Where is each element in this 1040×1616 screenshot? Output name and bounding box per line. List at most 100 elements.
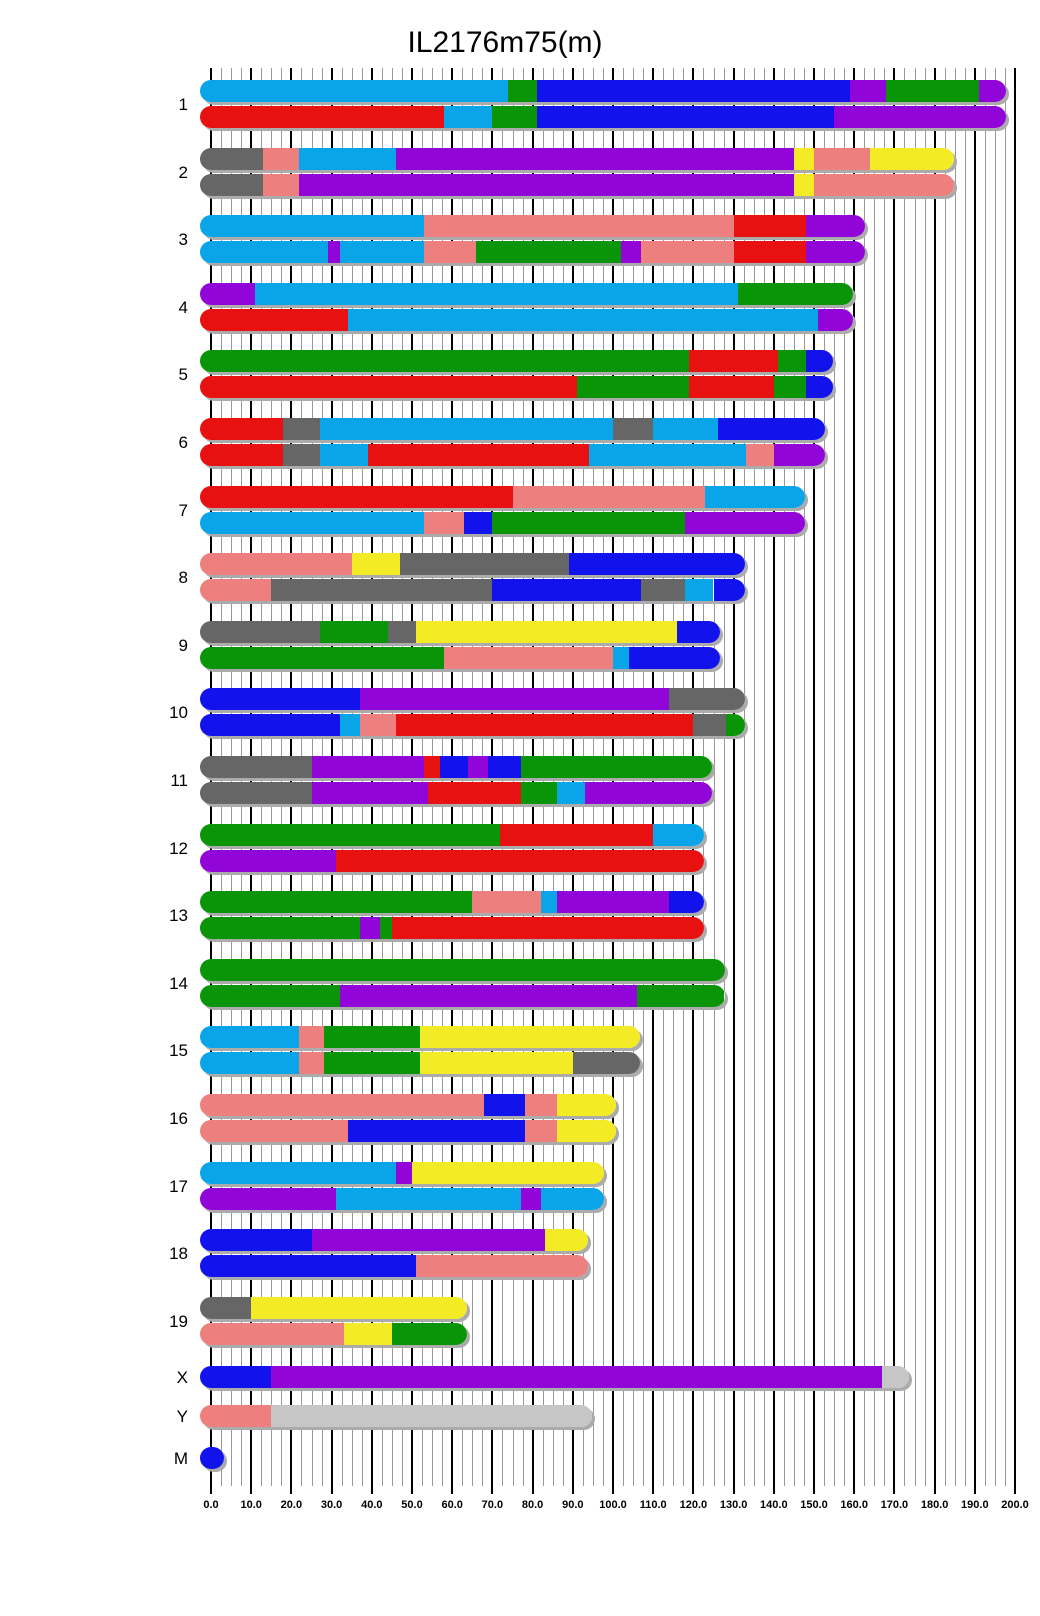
haplotype-segment-pink xyxy=(512,485,706,508)
chromosome-16-bar-2 xyxy=(200,1120,616,1142)
haplotype-segment-cyan xyxy=(200,215,425,238)
haplotype-segment-red xyxy=(391,917,705,940)
minor-gridline xyxy=(904,68,906,1486)
haplotype-segment-red xyxy=(689,350,778,373)
haplotype-segment-pink xyxy=(359,714,396,737)
haplotype-segment-pink xyxy=(200,1094,485,1116)
haplotype-segment-blue xyxy=(536,106,835,128)
haplotype-segment-purple xyxy=(311,1229,545,1252)
minor-gridline xyxy=(763,68,765,1486)
haplotype-segment-silver xyxy=(271,1405,592,1427)
axis-tick-label: 110.0 xyxy=(639,1499,667,1511)
haplotype-segment-green xyxy=(773,376,806,399)
chromosome-15-bar-2 xyxy=(200,1052,641,1075)
minor-gridline xyxy=(783,68,785,1486)
haplotype-segment-pink xyxy=(524,1120,557,1142)
haplotype-segment-gray xyxy=(200,756,312,778)
chromosome-16-bar-1 xyxy=(200,1094,616,1116)
haplotype-segment-green xyxy=(200,891,473,914)
chromosome-15-bar-1 xyxy=(200,1026,641,1049)
major-gridline xyxy=(612,68,614,1494)
chromosome-9-bar-1 xyxy=(200,620,721,643)
axis-tick-label: 30.0 xyxy=(320,1499,343,1511)
haplotype-segment-gray xyxy=(200,147,264,170)
chromosome-6-bar-1 xyxy=(200,418,825,440)
major-gridline xyxy=(772,68,775,1494)
minor-gridline xyxy=(994,68,996,1486)
haplotype-segment-green xyxy=(379,917,392,940)
chromosome-14-bar-1 xyxy=(200,958,725,981)
chromosome-label-6: 6 xyxy=(178,433,188,452)
haplotype-segment-cyan xyxy=(685,579,714,602)
minor-gridline xyxy=(803,68,805,1486)
haplotype-segment-gray xyxy=(399,553,569,576)
minor-gridline xyxy=(844,68,846,1486)
haplotype-segment-cyan xyxy=(556,782,585,804)
haplotype-segment-purple xyxy=(556,891,670,914)
haplotype-segment-red xyxy=(200,376,577,399)
major-gridline xyxy=(250,68,253,1494)
major-gridline xyxy=(571,68,574,1494)
haplotype-segment-gray xyxy=(613,418,654,440)
chromosome-8-bar-1 xyxy=(200,553,745,576)
haplotype-segment-cyan xyxy=(335,1187,521,1210)
haplotype-segment-purple xyxy=(359,688,670,711)
minor-gridline xyxy=(793,68,795,1486)
minor-gridline xyxy=(743,68,745,1486)
haplotype-segment-cyan xyxy=(255,282,738,305)
haplotype-segment-cyan xyxy=(200,1026,300,1049)
chromosome-label-4: 4 xyxy=(178,297,188,317)
minor-gridline xyxy=(874,68,876,1486)
haplotype-segment-green xyxy=(492,511,686,534)
haplotype-segment-red xyxy=(367,444,589,466)
haplotype-segment-pink xyxy=(263,147,300,170)
haplotype-segment-green xyxy=(508,80,537,102)
chromosome-label-15: 15 xyxy=(169,1041,188,1061)
haplotype-segment-blue xyxy=(484,1094,525,1116)
haplotype-segment-pink xyxy=(814,147,871,170)
chromosome-label-1: 1 xyxy=(178,95,188,114)
haplotype-segment-green xyxy=(777,350,806,373)
haplotype-segment-pink xyxy=(745,444,774,466)
haplotype-segment-purple xyxy=(520,1187,541,1210)
chromosome-17-bar-2 xyxy=(200,1187,604,1210)
haplotype-segment-purple xyxy=(850,80,887,102)
minor-gridline xyxy=(864,68,866,1486)
haplotype-segment-pink xyxy=(641,241,734,264)
chromosome-label-9: 9 xyxy=(178,635,188,655)
haplotype-segment-red xyxy=(200,418,284,440)
haplotype-segment-green xyxy=(200,646,445,669)
haplotype-segment-pink xyxy=(263,173,300,196)
haplotype-segment-cyan xyxy=(200,80,509,102)
minor-gridline xyxy=(834,68,836,1486)
haplotype-segment-blue xyxy=(805,376,834,399)
haplotype-segment-purple xyxy=(339,984,638,1007)
major-gridline xyxy=(210,68,212,1494)
minor-gridline xyxy=(984,68,986,1486)
haplotype-segment-red xyxy=(200,444,284,466)
haplotype-segment-pink xyxy=(200,579,272,602)
haplotype-segment-green xyxy=(520,782,557,804)
major-gridline xyxy=(451,68,454,1494)
haplotype-segment-cyan xyxy=(339,241,425,264)
haplotype-segment-purple xyxy=(584,782,713,804)
haplotype-segment-blue xyxy=(464,511,493,534)
haplotype-segment-blue xyxy=(805,350,834,373)
chart-title: IL2176m75(m) xyxy=(407,26,603,59)
haplotype-segment-yellow xyxy=(870,147,954,170)
major-gridline xyxy=(813,68,815,1494)
haplotype-segment-cyan xyxy=(319,444,368,466)
haplotype-segment-yellow xyxy=(556,1094,616,1116)
haplotype-segment-green xyxy=(200,350,690,373)
haplotype-segment-blue xyxy=(200,1447,224,1469)
chromosome-label-19: 19 xyxy=(169,1311,188,1331)
major-gridline xyxy=(290,68,293,1494)
haplotype-segment-blue xyxy=(492,579,642,602)
haplotype-segment-red xyxy=(424,756,441,778)
chromosome-label-16: 16 xyxy=(169,1109,188,1128)
axis-tick-label: 180.0 xyxy=(920,1499,949,1511)
haplotype-segment-green xyxy=(319,620,388,643)
axis-tick-label: 120.0 xyxy=(679,1499,708,1511)
haplotype-segment-green xyxy=(492,106,537,128)
